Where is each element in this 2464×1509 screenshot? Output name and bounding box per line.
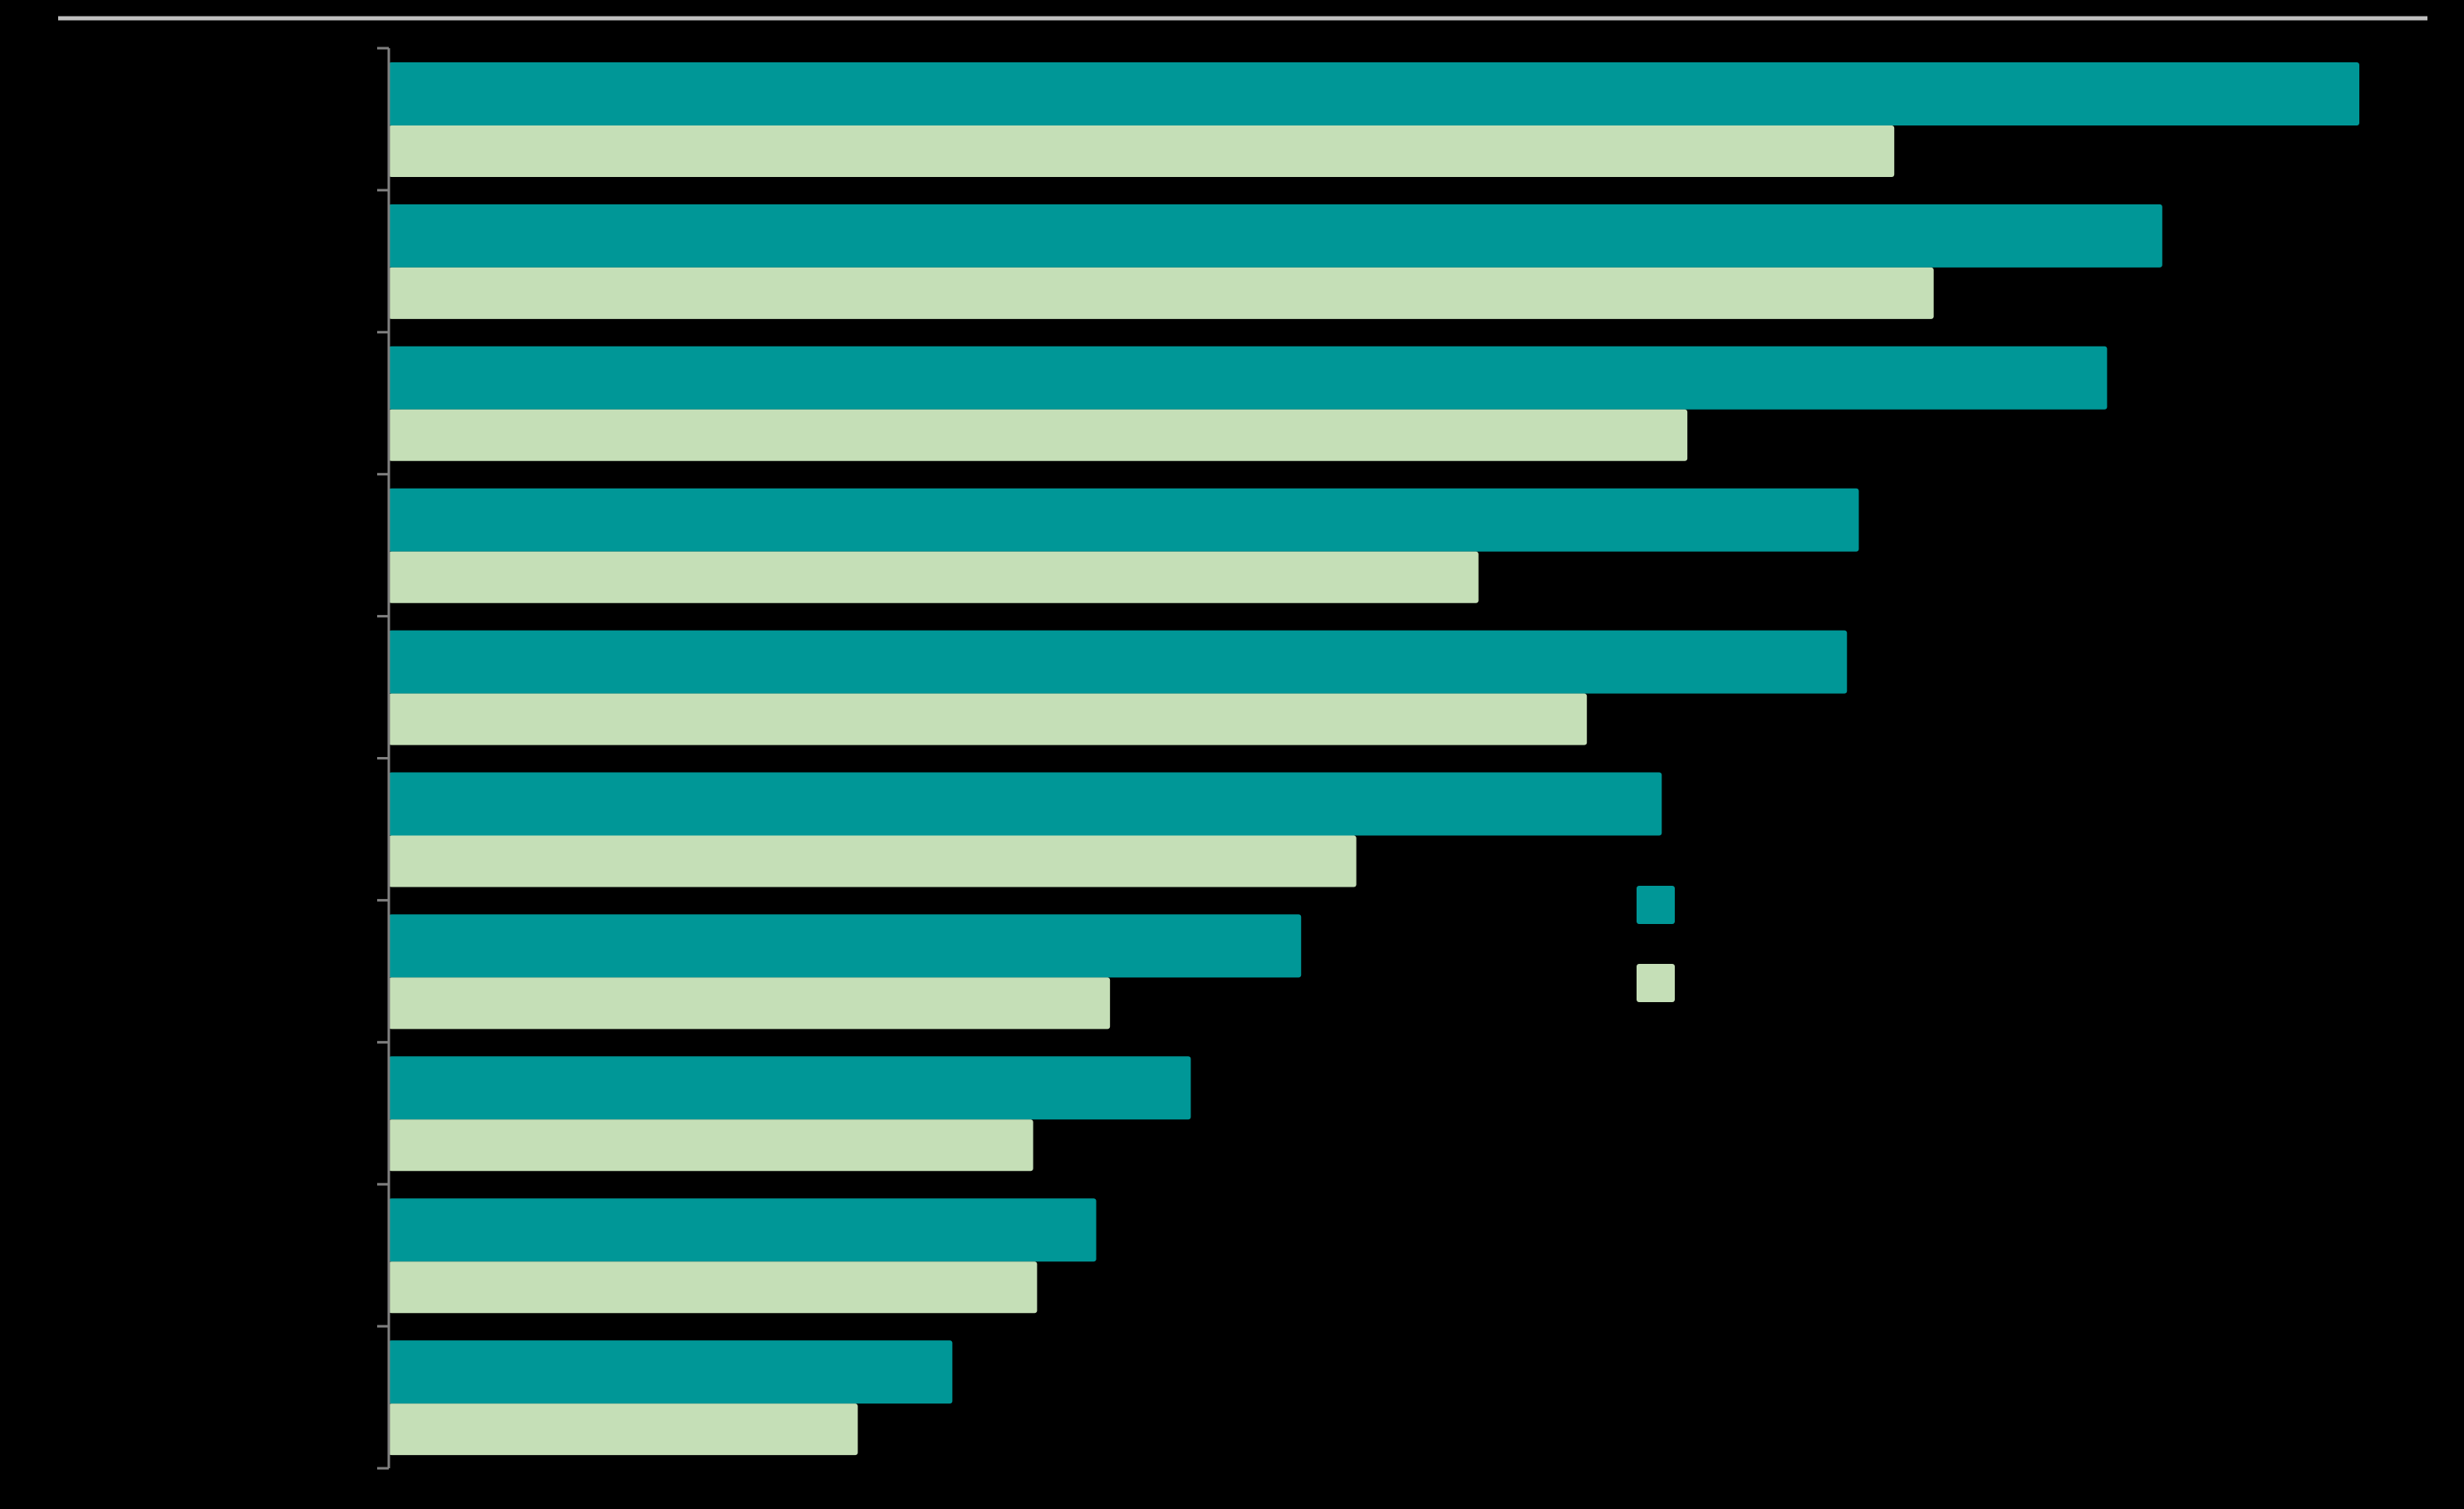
- legend: [1637, 886, 1675, 1002]
- bar-series1-row9: [389, 1198, 1097, 1262]
- bar-series1-row5: [389, 630, 1848, 694]
- bar-series2-row5: [389, 693, 1588, 745]
- bar-series1-row4: [389, 488, 1859, 552]
- bar-series1-row10: [389, 1340, 953, 1404]
- bar-series1-row1: [389, 62, 2359, 125]
- bar-series2-row6: [389, 835, 1357, 887]
- bar-series2-row2: [389, 267, 1934, 319]
- y-axis-ticks: [377, 47, 389, 1470]
- legend-swatch-series2: [1637, 964, 1675, 1002]
- bar-series1-row7: [389, 914, 1302, 978]
- bar-series2-row1: [389, 125, 1895, 177]
- bar-series2-row7: [389, 977, 1111, 1030]
- bar-series1-row8: [389, 1056, 1191, 1120]
- bar-series2-row10: [389, 1403, 858, 1456]
- bar-series2-row8: [389, 1119, 1033, 1172]
- legend-swatch-series1: [1637, 886, 1675, 924]
- bar-series2-row4: [389, 551, 1479, 603]
- bar-series2-row9: [389, 1261, 1038, 1314]
- bars-layer: [389, 62, 2359, 1456]
- bar-series1-row2: [389, 204, 2162, 268]
- bar-series2-row3: [389, 409, 1688, 461]
- bar-series1-row3: [389, 346, 2108, 410]
- bar-series1-row6: [389, 772, 1662, 836]
